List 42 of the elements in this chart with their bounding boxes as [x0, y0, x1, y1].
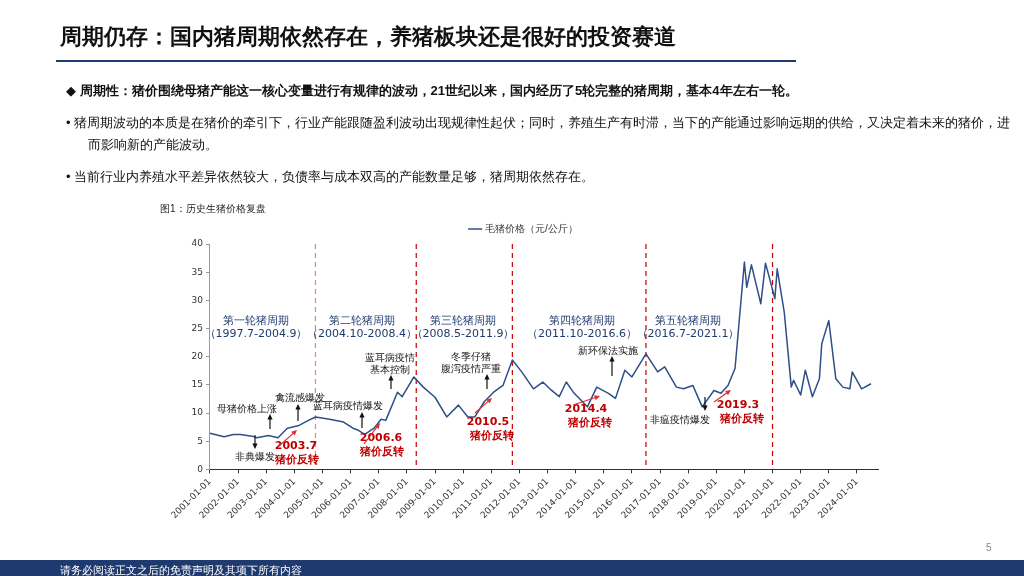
annotation: 非典爆发: [235, 450, 275, 462]
y-tick-label: 40: [191, 238, 204, 249]
chart-subtitle: 图1：历史生猪价格复盘: [160, 202, 266, 216]
annotation: 母猪价格上涨: [217, 402, 277, 414]
annotation: 冬季仔猪: [451, 350, 491, 362]
annotation: 2019.3: [716, 397, 760, 412]
annotation: 基本控制: [370, 363, 410, 375]
annotation: （2016.7-2021.1）: [636, 326, 740, 341]
y-tick-label: 10: [191, 407, 204, 418]
annotation: 2010.5: [466, 414, 510, 429]
y-tick-label: 5: [197, 435, 203, 446]
annotation: 2003.7: [274, 438, 318, 452]
annotation: 2014.4: [564, 401, 608, 416]
legend-label: 毛猪价格（元/公斤）: [485, 222, 578, 234]
text: 5: [986, 542, 992, 553]
annotation: 猪价反转: [275, 452, 319, 467]
text: ◆ 周期性：猪价围绕母猪产能这一核心变量进行有规律的波动，21世纪以来，国内经历了5轮完整的猪周期，基本4年左右一轮。: [66, 82, 799, 100]
y-tick-label: 0: [197, 463, 204, 474]
annotation: 新环保法实施: [578, 344, 638, 356]
annotation: 非瘟疫情爆发: [650, 413, 710, 425]
annotation: （1997.7-2004.9）: [204, 326, 308, 341]
annotation: 第四轮猪周期: [549, 313, 615, 328]
annotation: 蓝耳病疫情: [365, 351, 415, 363]
annotation: 猪价反转: [360, 444, 404, 459]
y-tick-label: 35: [191, 266, 203, 277]
y-tick-label: 20: [191, 351, 204, 362]
annotation: 猪价反转: [720, 411, 764, 426]
text: 请务必阅读正文之后的免责声明及其项下所有内容: [60, 564, 302, 576]
text: • 猪周期波动的本质是在猪价的牵引下，行业产能跟随盈利波动出现规律性起伏；同时，养殖生产有时滞，当下的产能通过影响远期的供给，又决定着未来的猪价，进而影响新的产能波动。: [66, 114, 1011, 154]
annotation: 猪价反转: [470, 428, 514, 443]
y-tick-label: 25: [191, 322, 203, 333]
annotation: 第五轮猪周期: [655, 313, 721, 328]
text: • 当前行业内养殖水平差异依然较大，负债率与成本双高的产能数量足够，猪周期依然存在。: [66, 168, 596, 186]
y-tick-label: 15: [191, 379, 203, 390]
chart-title: 周期仍存：国内猪周期依然存在，养猪板块还是很好的投资赛道: [60, 23, 676, 51]
annotation: 腹泻疫情严重: [441, 362, 501, 374]
y-tick-label: 30: [191, 294, 204, 305]
annotation: 猪价反转: [568, 415, 612, 430]
annotation: 第三轮猪周期: [430, 313, 496, 328]
annotation: 第一轮猪周期: [223, 313, 289, 328]
annotation: （2011.10-2016.6）: [527, 326, 637, 341]
annotation: 第二轮猪周期: [329, 313, 395, 328]
